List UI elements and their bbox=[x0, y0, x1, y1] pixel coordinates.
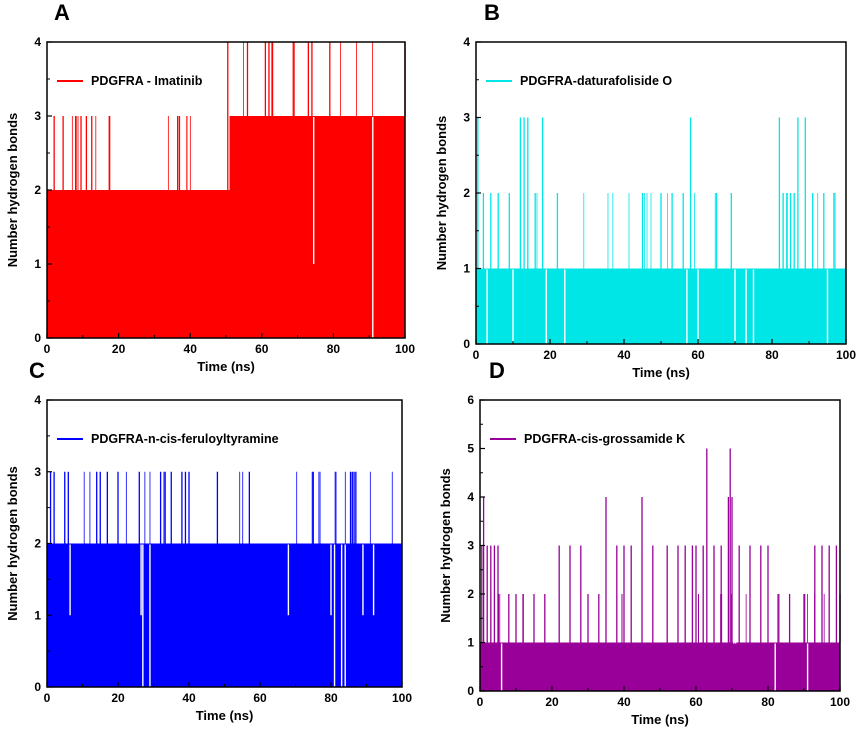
panel-letter: B bbox=[484, 0, 500, 25]
x-tick-label: 40 bbox=[617, 695, 631, 709]
x-axis-label: Time (ns) bbox=[632, 365, 690, 380]
x-tick-label: 80 bbox=[327, 342, 341, 356]
series-area bbox=[47, 543, 402, 687]
x-axis-label: Time (ns) bbox=[197, 359, 255, 374]
x-axis-label: Time (ns) bbox=[196, 708, 254, 723]
y-tick-label: 2 bbox=[467, 587, 474, 601]
panel-letter: C bbox=[29, 358, 45, 383]
y-tick-label: 3 bbox=[34, 465, 41, 479]
x-tick-label: 20 bbox=[545, 695, 559, 709]
x-tick-label: 80 bbox=[324, 691, 338, 705]
y-tick-label: 0 bbox=[34, 331, 41, 345]
y-axis-label: Number hydrogen bonds bbox=[5, 113, 20, 268]
y-tick-label: 3 bbox=[467, 539, 474, 553]
x-tick-label: 60 bbox=[691, 348, 705, 362]
y-tick-label: 1 bbox=[34, 608, 41, 622]
y-tick-label: 3 bbox=[34, 109, 41, 123]
x-axis-label: Time (ns) bbox=[631, 712, 689, 727]
x-tick-label: 40 bbox=[184, 342, 198, 356]
y-tick-label: 4 bbox=[467, 490, 474, 504]
x-tick-label: 100 bbox=[395, 342, 415, 356]
y-tick-label: 0 bbox=[467, 684, 474, 698]
y-tick-label: 4 bbox=[34, 393, 41, 407]
x-tick-label: 100 bbox=[830, 695, 850, 709]
panel-letter: D bbox=[489, 358, 505, 383]
x-tick-label: 80 bbox=[761, 695, 775, 709]
x-tick-label: 100 bbox=[836, 348, 856, 362]
legend-label: PDGFRA - Imatinib bbox=[91, 74, 203, 88]
y-axis-label: Number hydrogen bonds bbox=[5, 466, 20, 621]
y-tick-label: 2 bbox=[34, 537, 41, 551]
y-axis-label: Number hydrogen bonds bbox=[438, 468, 453, 623]
x-tick-label: 40 bbox=[182, 691, 196, 705]
y-tick-label: 3 bbox=[463, 111, 470, 125]
x-tick-label: 60 bbox=[689, 695, 703, 709]
y-tick-label: 4 bbox=[34, 35, 41, 49]
y-tick-label: 0 bbox=[463, 337, 470, 351]
panel-letter: A bbox=[54, 0, 70, 25]
x-tick-label: 0 bbox=[44, 691, 51, 705]
x-tick-label: 0 bbox=[477, 695, 484, 709]
x-tick-label: 80 bbox=[765, 348, 779, 362]
x-tick-label: 20 bbox=[543, 348, 557, 362]
x-tick-label: 100 bbox=[392, 691, 412, 705]
y-tick-label: 1 bbox=[467, 636, 474, 650]
y-tick-label: 6 bbox=[467, 393, 474, 407]
series-area bbox=[476, 268, 846, 344]
y-tick-label: 5 bbox=[467, 442, 474, 456]
legend-label: PDGFRA-cis-grossamide K bbox=[524, 432, 685, 446]
legend-label: PDGFRA-daturafoliside O bbox=[520, 74, 672, 88]
x-tick-label: 0 bbox=[473, 348, 480, 362]
x-tick-label: 20 bbox=[112, 342, 126, 356]
y-tick-label: 1 bbox=[463, 262, 470, 276]
x-tick-label: 60 bbox=[253, 691, 267, 705]
y-tick-label: 4 bbox=[463, 35, 470, 49]
series-area bbox=[47, 116, 405, 338]
y-tick-label: 2 bbox=[34, 183, 41, 197]
x-tick-label: 20 bbox=[111, 691, 125, 705]
y-tick-label: 2 bbox=[463, 186, 470, 200]
legend-label: PDGFRA-n-cis-feruloyltyramine bbox=[91, 432, 279, 446]
x-tick-label: 0 bbox=[44, 342, 51, 356]
x-tick-label: 40 bbox=[617, 348, 631, 362]
y-tick-label: 0 bbox=[34, 680, 41, 694]
y-axis-label: Number hydrogen bonds bbox=[434, 116, 449, 271]
y-tick-label: 1 bbox=[34, 257, 41, 271]
x-tick-label: 60 bbox=[255, 342, 269, 356]
